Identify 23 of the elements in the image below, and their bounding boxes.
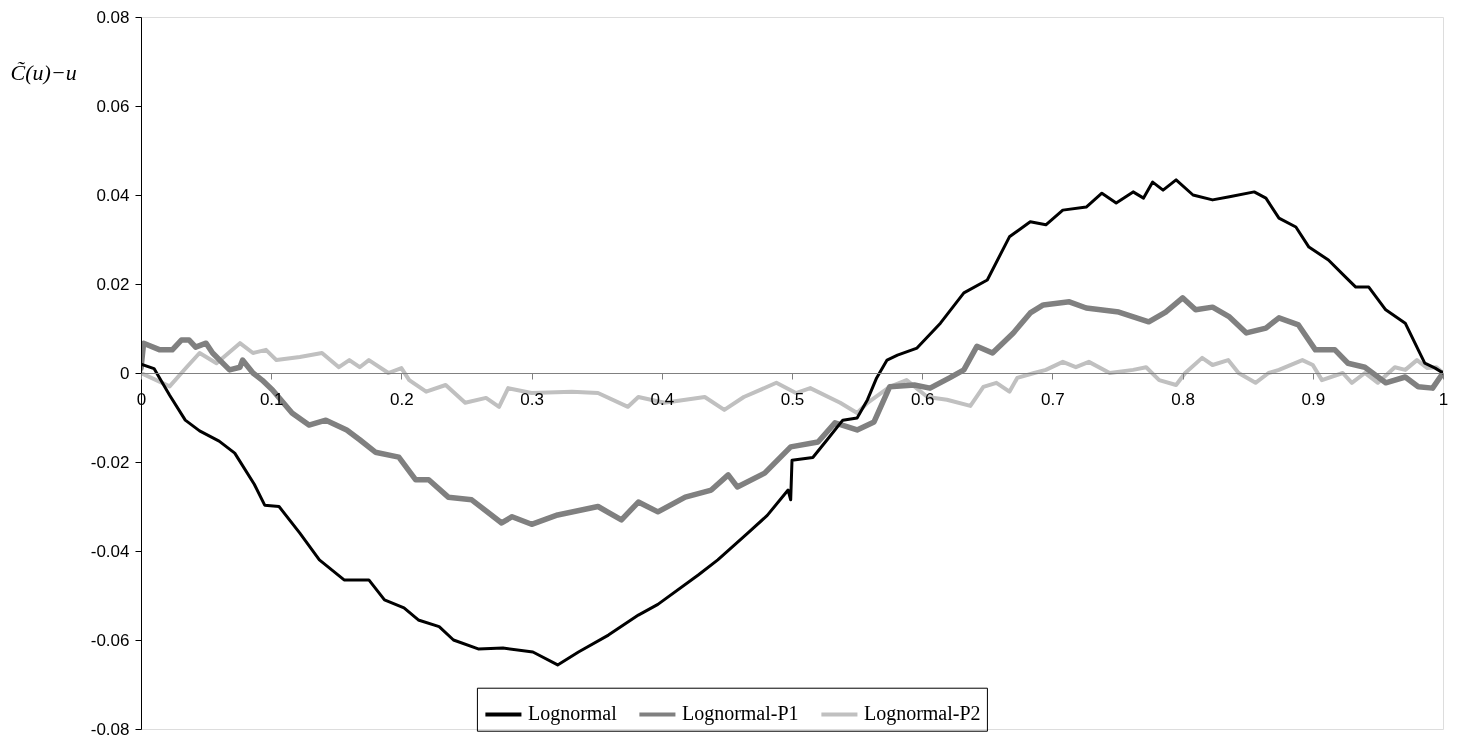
y-axis-title: C̃(u)−u: [10, 59, 77, 85]
y-tick-label: -0.02: [90, 452, 130, 472]
x-tick-label: 0.8: [1171, 389, 1195, 409]
x-tick-label: 0.3: [520, 389, 544, 409]
y-tick-label: -0.08: [90, 719, 130, 739]
y-tick-label: -0.04: [90, 541, 130, 561]
legend-label: Lognormal: [527, 702, 618, 726]
y-tick-label: 0.04: [96, 185, 130, 205]
x-tick-label: 0.6: [910, 389, 935, 409]
legend-label: Lognormal-P2: [863, 702, 981, 726]
x-tick-label: 0.4: [650, 389, 675, 409]
x-tick-label: 0.5: [780, 389, 805, 409]
x-tick-label: 0.9: [1301, 389, 1326, 409]
y-tick-label: 0.08: [96, 7, 130, 27]
x-tick-label: 0.2: [390, 389, 414, 409]
x-tick-label: 1: [1438, 389, 1449, 409]
y-tick-label: 0.02: [96, 274, 130, 294]
y-tick-label: 0.06: [96, 96, 130, 116]
x-tick-label: 0.7: [1041, 389, 1065, 409]
y-tick-label: -0.06: [90, 630, 130, 650]
legend-label: Lognormal-P1: [681, 702, 799, 726]
y-tick-label: 0: [120, 363, 130, 383]
x-tick-label: 0.1: [259, 389, 284, 409]
